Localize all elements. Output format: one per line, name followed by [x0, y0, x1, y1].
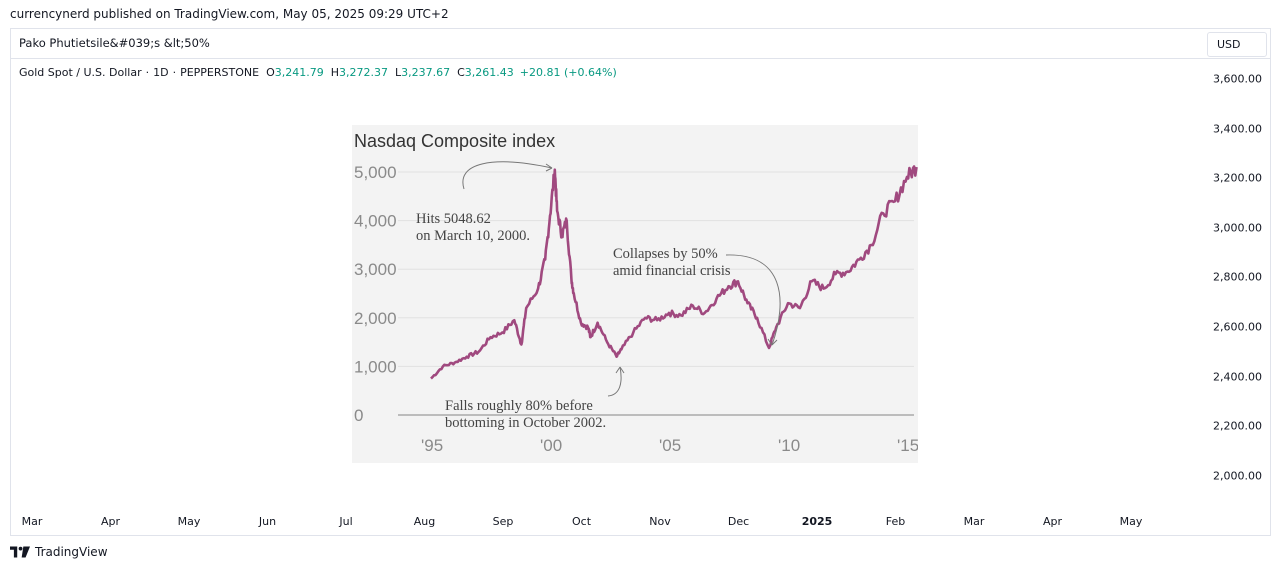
tradingview-logo-icon	[10, 546, 30, 558]
symbol-interval: 1D	[153, 66, 169, 79]
low-label: L	[394, 66, 402, 79]
time-axis-label: Feb	[885, 515, 906, 528]
annotation-crisis: Collapses by 50% amid financial crisis	[613, 246, 731, 279]
symbol-legend[interactable]: Gold Spot / U.S. Dollar · 1D · PEPPERSTONE O3…	[19, 66, 617, 79]
close-value: 3,261.43	[464, 66, 514, 79]
price-axis-label: 2,000.00	[1213, 469, 1262, 483]
annotation-peak: Hits 5048.62 on March 10, 2000.	[416, 211, 530, 244]
x-tick-label: '05	[659, 436, 681, 455]
annotation-bottom-arrow	[607, 366, 622, 397]
x-tick-label: '95	[421, 436, 443, 455]
x-tick-label: '00	[540, 436, 562, 455]
price-axis-label: 2,400.00	[1213, 370, 1262, 384]
annotation-bottom-line: Falls roughly 80% before	[445, 398, 593, 414]
price-axis[interactable]: 3,600.00 3,400.00 3,200.00 3,000.00 2,800.00…	[1200, 59, 1270, 509]
idea-title: Pako Phutietsile&#039;s &lt;50%	[19, 36, 210, 50]
price-axis-label: 3,600.00	[1213, 72, 1262, 86]
price-axis-label: 2,200.00	[1213, 419, 1262, 433]
open-value: 3,241.79	[274, 66, 324, 79]
time-axis-label: Aug	[413, 515, 436, 528]
annotation-crisis-line: Collapses by 50%	[613, 246, 718, 262]
separator-dot: ·	[172, 66, 177, 79]
time-axis-label: 2025	[801, 515, 833, 528]
annotation-bottom-line: bottoming in October 2002.	[445, 415, 606, 431]
annotation-crisis-arrow	[725, 254, 781, 346]
currency-button[interactable]: USD	[1207, 32, 1267, 57]
y-tick-label: 5,000	[354, 163, 397, 182]
annotation-peak-line: Hits 5048.62	[416, 211, 491, 227]
price-axis-label: 3,400.00	[1213, 122, 1262, 136]
time-axis-label: Apr	[1042, 515, 1063, 528]
time-axis-label: Apr	[100, 515, 121, 528]
time-axis-label: Mar	[21, 515, 43, 528]
annotation-crisis-arrowhead	[767, 338, 778, 346]
publish-line: currencynerd published on TradingView.co…	[10, 7, 449, 21]
y-tick-label: 4,000	[354, 212, 397, 231]
time-axis-label: May	[177, 515, 201, 528]
open-label: O	[266, 66, 275, 79]
annotation-bottom-arrowhead	[615, 366, 625, 374]
change-value: +20.81 (+0.64%)	[519, 66, 617, 79]
tradingview-wordmark: TradingView	[35, 545, 108, 559]
y-tick-label: 2,000	[354, 309, 397, 328]
x-tick-label: '15	[897, 436, 918, 455]
annotation-peak-line: on March 10, 2000.	[416, 228, 530, 244]
price-axis-label: 2,800.00	[1213, 270, 1262, 284]
tradingview-footer[interactable]: TradingView	[10, 545, 108, 559]
close-label: C	[457, 66, 465, 79]
nasdaq-chart-svg: 5,000 4,000 3,000 2,000 1,000 0 '95 '00 '05 '10 '1…	[354, 131, 918, 455]
chart-frame: Pako Phutietsile&#039;s &lt;50% USD Gold…	[10, 28, 1271, 536]
price-axis-label: 3,200.00	[1213, 171, 1262, 185]
price-axis-label: 2,600.00	[1213, 320, 1262, 334]
embedded-chart-title: Nasdaq Composite index	[354, 131, 555, 151]
time-axis-label: Nov	[649, 515, 671, 528]
time-axis-label: Oct	[571, 515, 592, 528]
time-axis-label: Jun	[258, 515, 277, 528]
header-row: Pako Phutietsile&#039;s &lt;50% USD	[11, 29, 1270, 59]
y-tick-label: 3,000	[354, 260, 397, 279]
high-label: H	[330, 66, 339, 79]
annotation-bottom: Falls roughly 80% before bottoming in Oct…	[445, 398, 606, 431]
annotation-crisis-line: amid financial crisis	[613, 263, 731, 279]
time-axis-label: Mar	[963, 515, 985, 528]
time-axis-label: Jul	[339, 515, 353, 528]
price-axis-label: 3,000.00	[1213, 221, 1262, 235]
y-tick-label: 1,000	[354, 357, 397, 376]
x-tick-label: '10	[778, 436, 800, 455]
y-tick-label: 0	[354, 406, 363, 425]
time-axis[interactable]: Mar Apr May Jun Jul Aug Sep Oct Nov Dec 2025 Feb Mar…	[11, 507, 1201, 535]
separator-dot: ·	[145, 66, 150, 79]
symbol-name[interactable]: Gold Spot / U.S. Dollar	[19, 66, 142, 79]
time-axis-label: May	[1119, 515, 1143, 528]
embedded-nasdaq-chart: 5,000 4,000 3,000 2,000 1,000 0 '95 '00 '05 '10 '1…	[352, 125, 918, 463]
annotation-peak-arrowhead	[545, 163, 553, 172]
nasdaq-series-line	[430, 165, 918, 380]
time-axis-label: Sep	[492, 515, 514, 528]
high-value: 3,272.37	[339, 66, 388, 79]
time-axis-label: Dec	[727, 515, 750, 528]
annotation-peak-arrow	[462, 161, 553, 190]
symbol-broker: PEPPERSTONE	[180, 66, 260, 79]
low-value: 3,237.67	[401, 66, 451, 79]
